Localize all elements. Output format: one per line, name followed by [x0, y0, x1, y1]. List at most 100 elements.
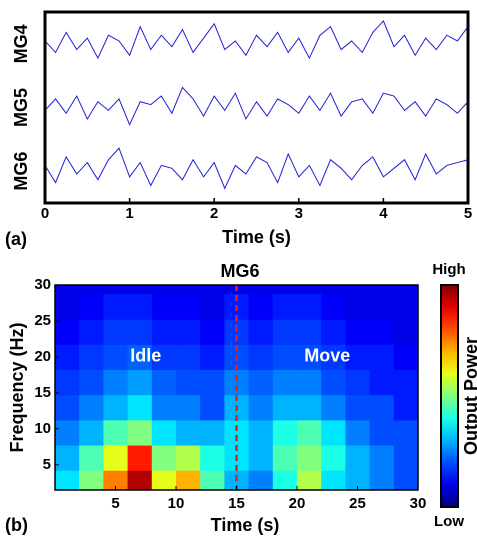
panel-label: (a)	[5, 229, 27, 249]
heat-cell	[248, 419, 274, 446]
channel-label: MG5	[11, 88, 31, 127]
x-tick-label: 25	[349, 495, 366, 512]
heat-cell	[369, 470, 395, 490]
y-tick-label: 30	[34, 276, 51, 293]
signal-trace	[44, 147, 469, 190]
heat-cell	[297, 369, 322, 396]
heat-cell	[79, 319, 104, 345]
heat-cell	[55, 293, 80, 320]
heat-cell	[151, 319, 177, 345]
heat-cell	[297, 470, 322, 490]
heat-cell	[321, 470, 346, 490]
heat-cell	[345, 319, 371, 345]
heat-cell	[55, 470, 80, 490]
chart-title: MG6	[220, 261, 259, 281]
heat-cell	[79, 470, 104, 490]
heat-cell	[127, 470, 153, 490]
x-tick-label: 20	[289, 495, 306, 512]
heat-cell	[55, 319, 80, 345]
heat-cell	[176, 293, 201, 320]
heat-cell	[272, 394, 298, 421]
heat-cell	[321, 445, 346, 471]
annotation: Idle	[130, 346, 161, 366]
heat-cell	[200, 470, 225, 490]
y-tick-label: 25	[34, 312, 51, 329]
signal-trace	[44, 86, 469, 126]
heat-cell	[321, 344, 346, 371]
heat-cell	[79, 445, 104, 471]
panel-label: (b)	[5, 515, 28, 535]
x-tick-label: 5	[111, 495, 119, 512]
heat-cell	[393, 445, 418, 471]
heat-cell	[248, 394, 274, 421]
heat-cell	[200, 344, 225, 371]
heat-cell	[321, 369, 346, 396]
heat-cell	[393, 369, 418, 396]
heat-cell	[55, 369, 80, 396]
heatmap-cells	[55, 293, 418, 490]
heat-cell	[151, 470, 177, 490]
heat-cell	[248, 344, 274, 371]
heat-cell	[369, 369, 395, 396]
heat-cell	[103, 319, 129, 345]
heat-cell	[248, 293, 274, 320]
heat-cell	[272, 293, 298, 320]
heat-cell	[393, 419, 418, 446]
heat-cell	[79, 394, 104, 421]
heat-cell	[55, 394, 80, 421]
x-axis-label: Time (s)	[211, 515, 280, 535]
heat-cell	[297, 419, 322, 446]
heat-cell	[200, 369, 225, 396]
heat-cell	[393, 344, 418, 371]
heat-cell	[224, 369, 250, 396]
heat-cell	[297, 293, 322, 320]
heat-cell	[200, 419, 225, 446]
heat-cell	[297, 445, 322, 471]
y-tick-label: 15	[34, 384, 51, 401]
heat-cell	[176, 470, 201, 490]
heat-cell	[272, 319, 298, 345]
heat-cell	[393, 470, 418, 490]
heat-cell	[127, 319, 153, 345]
heat-cell	[151, 419, 177, 446]
heat-cell	[127, 344, 153, 371]
heat-cell	[248, 369, 274, 396]
heat-cell	[103, 344, 129, 371]
heat-cell	[103, 293, 129, 320]
heat-cell	[321, 319, 346, 345]
heat-cell	[321, 394, 346, 421]
heat-cell	[127, 419, 153, 446]
heat-cell	[200, 319, 225, 345]
heat-cell	[321, 293, 346, 320]
heat-cell	[297, 344, 322, 371]
heat-cell	[272, 470, 298, 490]
heat-cell	[369, 293, 395, 320]
heat-cell	[103, 419, 129, 446]
heat-cell	[151, 394, 177, 421]
heat-cell	[369, 419, 395, 446]
heat-cell	[200, 293, 225, 320]
heat-cell	[103, 369, 129, 396]
heat-cell	[345, 445, 371, 471]
channel-label: MG4	[11, 24, 31, 63]
x-tick-label: 2	[210, 205, 218, 222]
heat-cell	[151, 369, 177, 396]
x-tick-label: 0	[41, 205, 49, 222]
heat-cell	[127, 369, 153, 396]
heat-cell	[151, 344, 177, 371]
colorbar	[440, 284, 459, 508]
heat-cell	[345, 419, 371, 446]
heat-cell	[345, 470, 371, 490]
x-tick-label: 4	[379, 205, 388, 222]
x-axis-label: Time (s)	[222, 227, 291, 247]
heat-cell	[272, 369, 298, 396]
y-tick-label: 10	[34, 420, 51, 437]
heat-cell	[248, 470, 274, 490]
heat-cell	[393, 319, 418, 345]
heat-cell	[103, 470, 129, 490]
heat-cell	[55, 445, 80, 471]
heat-cell	[103, 394, 129, 421]
heat-cell	[200, 394, 225, 421]
heat-cell	[151, 445, 177, 471]
heat-cell	[369, 319, 395, 345]
